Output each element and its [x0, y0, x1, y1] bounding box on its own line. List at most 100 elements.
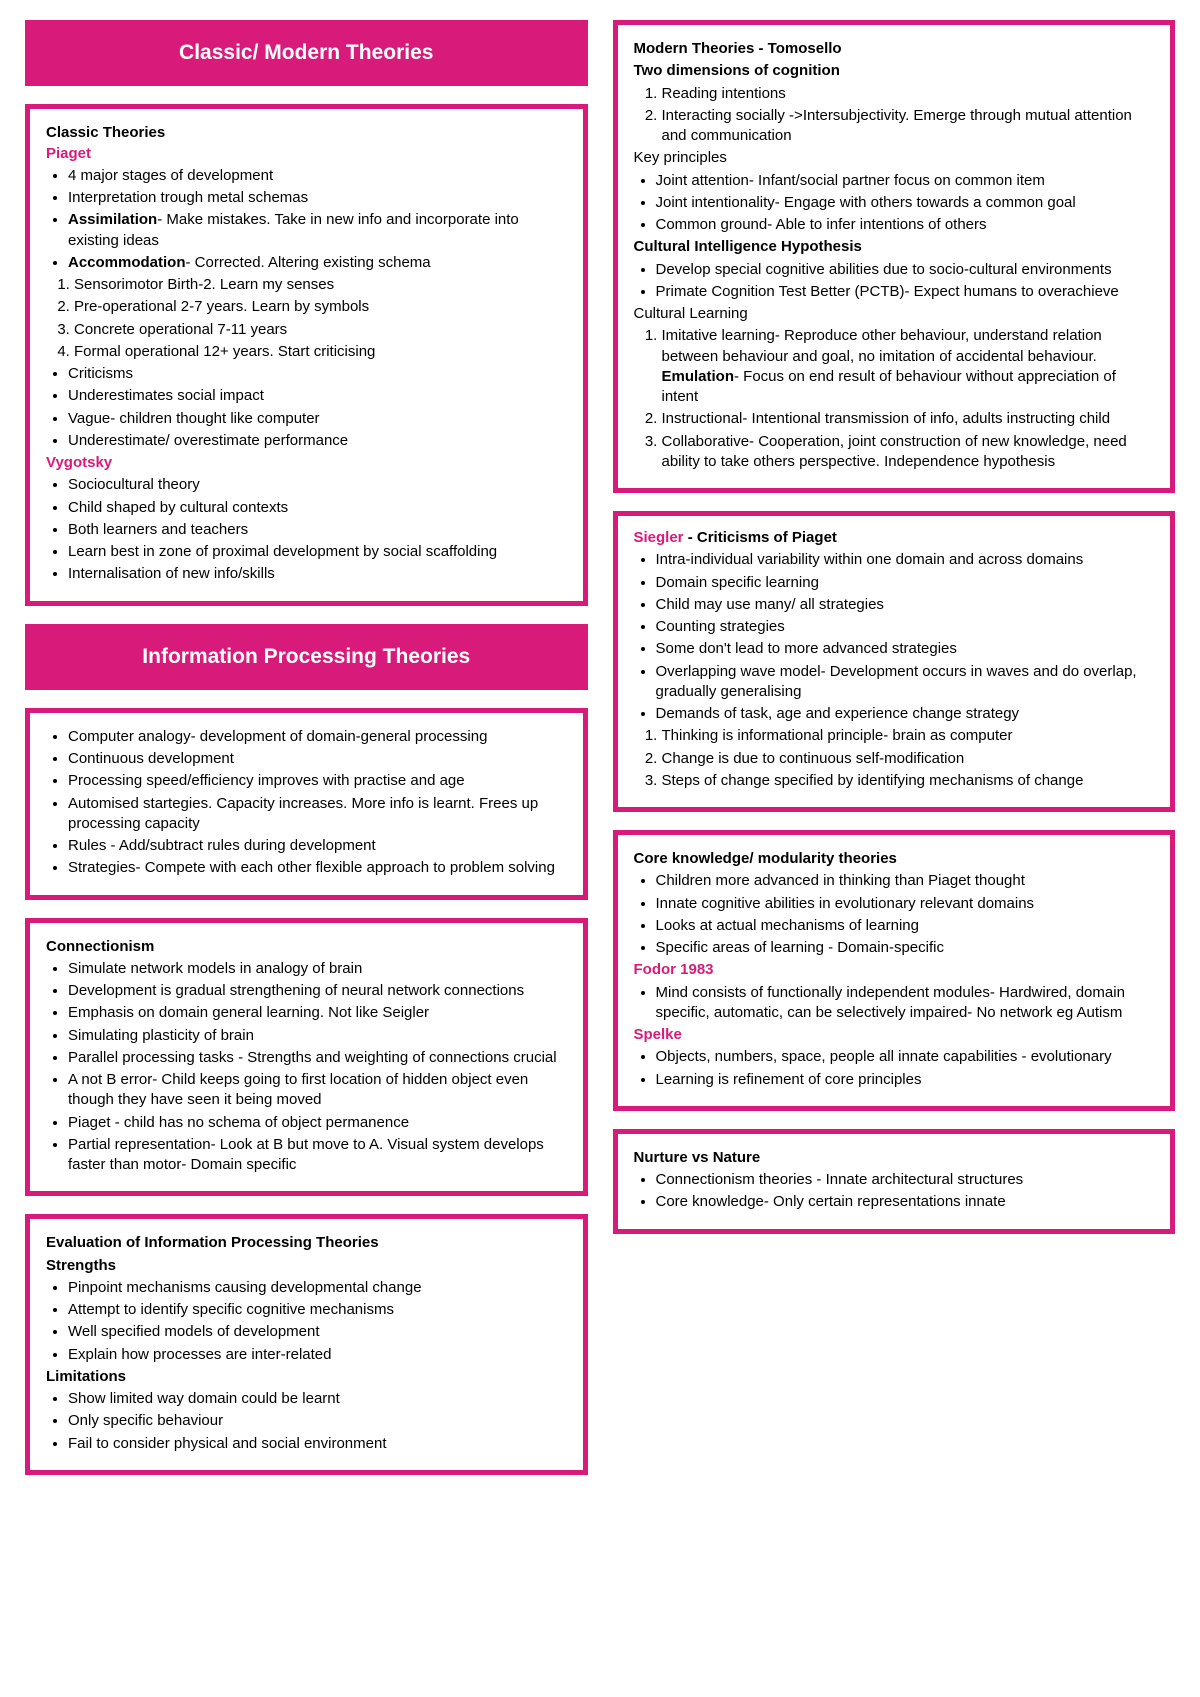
- piaget-criticisms: Underestimates social impact Vague- chil…: [46, 386, 567, 451]
- nurture-nature-list: Connectionism theories - Innate architec…: [634, 1170, 1155, 1213]
- heading-vygotsky: Vygotsky: [46, 453, 567, 473]
- siegler-numbered: Thinking is informational principle- bra…: [634, 726, 1155, 791]
- list-item: Interacting socially ->Intersubjectivity…: [662, 106, 1155, 147]
- list-item: Thinking is informational principle- bra…: [662, 726, 1155, 746]
- list-item: Imitative learning- Reproduce other beha…: [662, 326, 1155, 407]
- list-item: Domain specific learning: [656, 573, 1155, 593]
- heading-spelke: Spelke: [634, 1025, 1155, 1045]
- strengths-list: Pinpoint mechanisms causing developmenta…: [46, 1278, 567, 1365]
- cultural-learning-list: Imitative learning- Reproduce other beha…: [634, 326, 1155, 472]
- list-item: Objects, numbers, space, people all inna…: [656, 1047, 1155, 1067]
- list-item: Development is gradual strengthening of …: [68, 981, 567, 1001]
- list-item: Both learners and teachers: [68, 520, 567, 540]
- list-item: Instructional- Intentional transmission …: [662, 409, 1155, 429]
- left-column: Classic/ Modern Theories Classic Theorie…: [25, 20, 588, 1475]
- list-item: Simulating plasticity of brain: [68, 1026, 567, 1046]
- cih-list: Develop special cognitive abilities due …: [634, 260, 1155, 303]
- title-information-processing: Information Processing Theories: [25, 624, 588, 690]
- title-classic-modern: Classic/ Modern Theories: [25, 20, 588, 86]
- card-connectionism: Connectionism Simulate network models in…: [25, 918, 588, 1197]
- list-item: Emphasis on domain general learning. Not…: [68, 1003, 567, 1023]
- heading-connectionism: Connectionism: [46, 937, 567, 957]
- list-item: Joint attention- Infant/social partner f…: [656, 171, 1155, 191]
- list-item: Accommodation- Corrected. Altering exist…: [68, 253, 567, 273]
- list-item: Collaborative- Cooperation, joint constr…: [662, 432, 1155, 473]
- piaget-stages: Sensorimotor Birth-2. Learn my senses Pr…: [46, 275, 567, 362]
- piaget-list-2: Criticisms: [46, 364, 567, 384]
- list-item: Overlapping wave model- Development occu…: [656, 662, 1155, 703]
- list-item: Parallel processing tasks - Strengths an…: [68, 1048, 567, 1068]
- heading-siegler: Siegler - Criticisms of Piaget: [634, 528, 1155, 548]
- heading-core-knowledge: Core knowledge/ modularity theories: [634, 849, 1155, 869]
- list-item: Change is due to continuous self-modific…: [662, 749, 1155, 769]
- heading-piaget: Piaget: [46, 144, 567, 164]
- list-item: Formal operational 12+ years. Start crit…: [74, 342, 567, 362]
- card-siegler: Siegler - Criticisms of Piaget Intra-ind…: [613, 511, 1176, 812]
- heading-tomosello: Modern Theories - Tomosello: [634, 39, 1155, 59]
- heading-nurture-nature: Nurture vs Nature: [634, 1148, 1155, 1168]
- list-item: Underestimate/ overestimate performance: [68, 431, 567, 451]
- list-item: Criticisms: [68, 364, 567, 384]
- label-cultural-learning: Cultural Learning: [634, 304, 1155, 324]
- ipt-list: Computer analogy- development of domain-…: [46, 727, 567, 879]
- heading-fodor: Fodor 1983: [634, 960, 1155, 980]
- list-item: Sensorimotor Birth-2. Learn my senses: [74, 275, 567, 295]
- list-item: Specific areas of learning - Domain-spec…: [656, 938, 1155, 958]
- list-item: Pinpoint mechanisms causing developmenta…: [68, 1278, 567, 1298]
- list-item: Counting strategies: [656, 617, 1155, 637]
- list-item: Show limited way domain could be learnt: [68, 1389, 567, 1409]
- heading-two-dims: Two dimensions of cognition: [634, 61, 1155, 81]
- list-item: Processing speed/efficiency improves wit…: [68, 771, 567, 791]
- list-item: Sociocultural theory: [68, 475, 567, 495]
- list-item: Joint intentionality- Engage with others…: [656, 193, 1155, 213]
- core-knowledge-list: Children more advanced in thinking than …: [634, 871, 1155, 958]
- list-item: Develop special cognitive abilities due …: [656, 260, 1155, 280]
- heading-cih: Cultural Intelligence Hypothesis: [634, 237, 1155, 257]
- list-item: Connectionism theories - Innate architec…: [656, 1170, 1155, 1190]
- limitations-list: Show limited way domain could be learnt …: [46, 1389, 567, 1454]
- card-nurture-nature: Nurture vs Nature Connectionism theories…: [613, 1129, 1176, 1234]
- list-item: Piaget - child has no schema of object p…: [68, 1113, 567, 1133]
- list-item: Well specified models of development: [68, 1322, 567, 1342]
- siegler-name: Siegler: [634, 529, 684, 546]
- card-evaluation: Evaluation of Information Processing The…: [25, 1214, 588, 1475]
- list-item: Computer analogy- development of domain-…: [68, 727, 567, 747]
- list-item: Innate cognitive abilities in evolutiona…: [656, 894, 1155, 914]
- list-item: Reading intentions: [662, 84, 1155, 104]
- list-item: Child shaped by cultural contexts: [68, 498, 567, 518]
- card-classic-theories: Classic Theories Piaget 4 major stages o…: [25, 104, 588, 605]
- card-ipt: Computer analogy- development of domain-…: [25, 708, 588, 900]
- list-item: Pre-operational 2-7 years. Learn by symb…: [74, 297, 567, 317]
- key-principles-list: Joint attention- Infant/social partner f…: [634, 171, 1155, 236]
- fodor-list: Mind consists of functionally independen…: [634, 983, 1155, 1024]
- card-core-knowledge: Core knowledge/ modularity theories Chil…: [613, 830, 1176, 1111]
- heading-limitations: Limitations: [46, 1367, 567, 1387]
- list-item: Interpretation trough metal schemas: [68, 188, 567, 208]
- list-item: Simulate network models in analogy of br…: [68, 959, 567, 979]
- list-item: Primate Cognition Test Better (PCTB)- Ex…: [656, 282, 1155, 302]
- list-item: A not B error- Child keeps going to firs…: [68, 1070, 567, 1111]
- list-item: Some don't lead to more advanced strateg…: [656, 639, 1155, 659]
- siegler-sub: Some don't lead to more advanced strateg…: [634, 639, 1155, 724]
- card-tomosello: Modern Theories - Tomosello Two dimensio…: [613, 20, 1176, 493]
- list-item: Child may use many/ all strategies: [656, 595, 1155, 615]
- list-item: Looks at actual mechanisms of learning: [656, 916, 1155, 936]
- list-item: Continuous development: [68, 749, 567, 769]
- siegler-list: Intra-individual variability within one …: [634, 550, 1155, 637]
- list-item: 4 major stages of development: [68, 166, 567, 186]
- tomosello-dims: Reading intentions Interacting socially …: [634, 84, 1155, 147]
- heading-strengths: Strengths: [46, 1256, 567, 1276]
- label-key-principles: Key principles: [634, 148, 1155, 168]
- list-item: Only specific behaviour: [68, 1411, 567, 1431]
- list-item: Automised startegies. Capacity increases…: [68, 794, 567, 835]
- list-item: Assimilation- Make mistakes. Take in new…: [68, 210, 567, 251]
- heading-evaluation: Evaluation of Information Processing The…: [46, 1233, 567, 1253]
- list-item: Learning is refinement of core principle…: [656, 1070, 1155, 1090]
- list-item: Children more advanced in thinking than …: [656, 871, 1155, 891]
- connectionism-sub: Piaget - child has no schema of object p…: [46, 1113, 567, 1176]
- list-item: Underestimates social impact: [68, 386, 567, 406]
- list-item: Rules - Add/subtract rules during develo…: [68, 836, 567, 856]
- piaget-list: 4 major stages of development Interpreta…: [46, 166, 567, 273]
- list-item: Common ground- Able to infer intentions …: [656, 215, 1155, 235]
- connectionism-list: Simulate network models in analogy of br…: [46, 959, 567, 1111]
